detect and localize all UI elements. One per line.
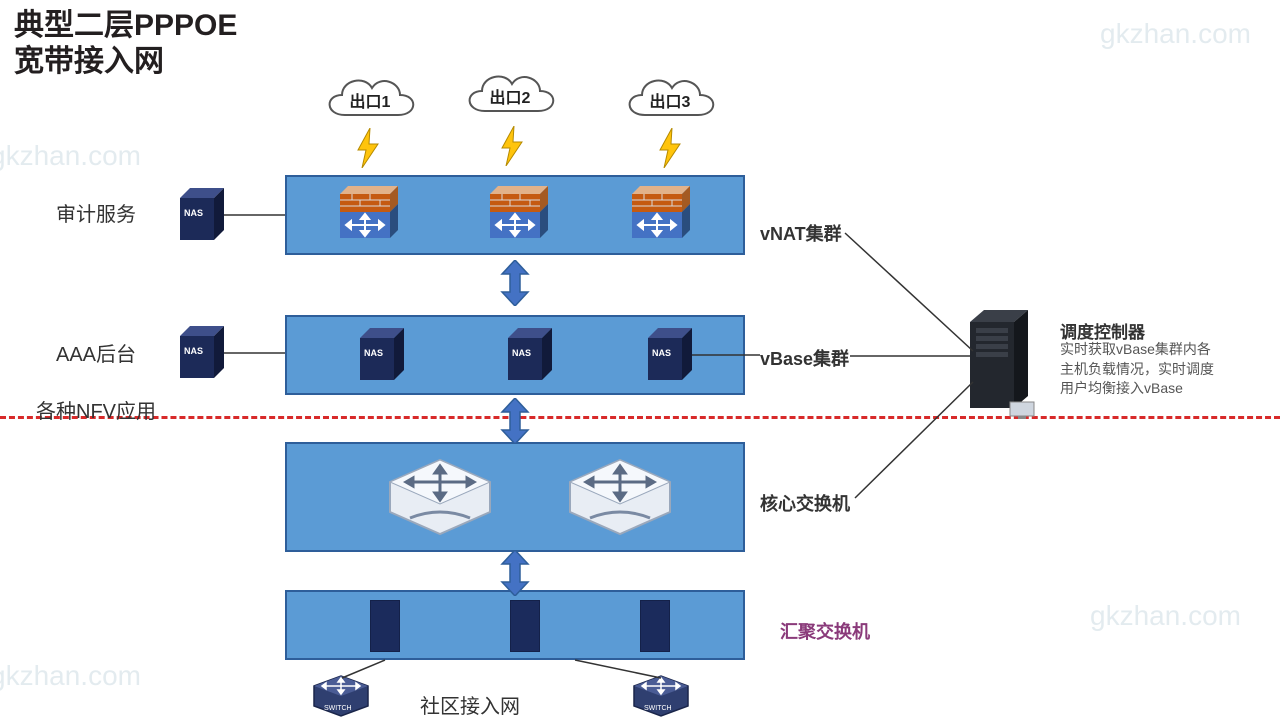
watermark: gkzhan.com [1090, 600, 1241, 632]
lightning-icon [356, 128, 380, 168]
access-switch-icon: SWITCH [630, 674, 692, 718]
nas-icon: NAS [180, 326, 224, 378]
label-core: 核心交换机 [760, 490, 850, 516]
nfv-label: 各种NFV应用 [36, 395, 156, 424]
controller-server-icon [970, 310, 1040, 420]
aggregation-switch-icon [640, 600, 670, 652]
label-aggr: 汇聚交换机 [780, 618, 870, 644]
cloud-exit1: 出口1 [320, 70, 420, 130]
access-label: 社区接入网 [420, 690, 520, 719]
core-switch-icon [560, 452, 680, 542]
connector [224, 352, 285, 354]
access-switch-icon: SWITCH [310, 674, 372, 718]
page-title: 典型二层PPPOE 宽带接入网 [14, 8, 237, 80]
controller-desc: 实时获取vBase集群内各 主机负载情况，实时调度 用户均衡接入vBase [1060, 340, 1214, 399]
connector [850, 354, 970, 360]
label-vnat: vNAT集群 [760, 220, 842, 246]
cloud-exit2: 出口2 [460, 66, 560, 126]
nfv-separator [0, 416, 1280, 419]
double-arrow-icon [500, 260, 530, 306]
nas-icon: NAS [508, 328, 552, 380]
title-line2: 宽带接入网 [14, 45, 164, 78]
aggregation-switch-icon [510, 600, 540, 652]
connector [224, 214, 285, 216]
aaa-label: AAA后台 [56, 338, 136, 367]
connector [745, 380, 975, 500]
watermark: gkzhan.com [0, 660, 141, 692]
double-arrow-icon [500, 398, 530, 444]
svg-text:SWITCH: SWITCH [324, 705, 352, 712]
svg-text:NAS: NAS [364, 348, 383, 358]
svg-text:NAS: NAS [184, 346, 203, 356]
label-vbase: vBase集群 [760, 345, 849, 371]
svg-text:NAS: NAS [184, 208, 203, 218]
cloud-exit3: 出口3 [620, 70, 720, 130]
vnat-device-icon [340, 186, 398, 238]
nas-icon: NAS [360, 328, 404, 380]
watermark: gkzhan.com [1100, 18, 1251, 50]
title-line1: 典型二层PPPOE [14, 9, 237, 42]
vnat-device-icon [490, 186, 548, 238]
svg-text:NAS: NAS [512, 348, 531, 358]
aggregation-switch-icon [370, 600, 400, 652]
cloud-label-3: 出口3 [620, 88, 720, 112]
nas-icon: NAS [648, 328, 692, 380]
cloud-label-2: 出口2 [460, 84, 560, 108]
watermark: gkzhan.com [0, 140, 141, 172]
double-arrow-icon [500, 550, 530, 596]
svg-text:NAS: NAS [652, 348, 671, 358]
lightning-icon [500, 126, 524, 166]
lightning-icon [658, 128, 682, 168]
cloud-label-1: 出口1 [320, 88, 420, 112]
nas-icon: NAS [180, 188, 224, 240]
audit-label: 审计服务 [56, 198, 136, 227]
core-switch-icon [380, 452, 500, 542]
vnat-device-icon [632, 186, 690, 238]
svg-text:SWITCH: SWITCH [644, 705, 672, 712]
